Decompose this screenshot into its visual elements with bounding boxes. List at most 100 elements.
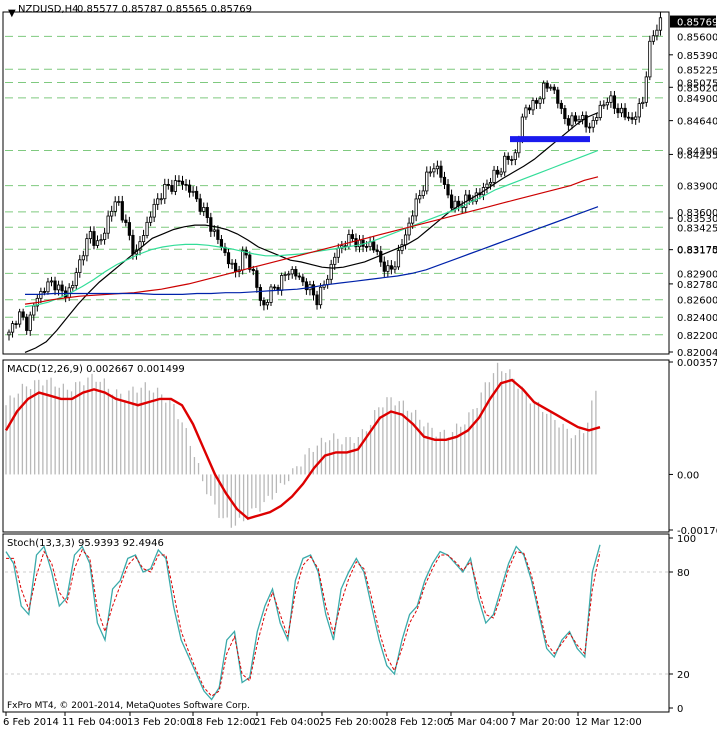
candle-body	[170, 185, 174, 192]
candle-body	[612, 95, 617, 109]
candle-body	[542, 82, 546, 100]
candle-body	[42, 291, 47, 293]
stoch-title: Stoch(13,3,3) 95.9393 92.4946	[7, 538, 164, 549]
candle-body	[333, 256, 337, 265]
candle-body	[602, 104, 606, 107]
price-tick-label: 0.84255	[677, 150, 717, 161]
candle-body	[10, 323, 15, 333]
candle-body	[25, 316, 29, 331]
candle-body	[648, 40, 652, 78]
candle-body	[7, 331, 11, 336]
candle-body	[117, 201, 121, 203]
candle-body	[113, 201, 117, 212]
stoch-tick-label: 20	[677, 670, 690, 681]
level-label: 0.82900	[677, 269, 717, 280]
candle-body	[110, 210, 114, 217]
header-arrow-icon[interactable]: ▼	[8, 8, 16, 19]
candle-body	[92, 231, 96, 246]
candle-body	[191, 190, 195, 193]
stoch-signal-line	[6, 548, 601, 697]
candle-body	[248, 254, 252, 270]
level-label: 0.84900	[677, 94, 717, 105]
candle-body	[605, 101, 609, 106]
candle-body	[637, 103, 641, 118]
stoch-tick-label: 0	[677, 704, 683, 715]
candle-body	[230, 262, 234, 265]
candle-body	[626, 116, 631, 119]
candle-body	[428, 171, 432, 174]
candle-body	[205, 207, 209, 219]
stoch-tick-label: 80	[677, 568, 690, 579]
candle-body	[634, 116, 638, 120]
candle-body	[315, 294, 319, 306]
time-tick-label: 7 Mar 20:00	[510, 717, 570, 728]
candle-body	[272, 286, 277, 289]
macd-signal-line	[4, 378, 601, 520]
candle-body	[18, 311, 22, 325]
candle-body	[573, 115, 578, 122]
candle-body	[372, 241, 376, 251]
candle-body	[166, 183, 170, 186]
candle-body	[379, 251, 383, 263]
candle-body	[552, 86, 556, 91]
stoch-main-line	[5, 544, 601, 701]
macd-title: MACD(12,26,9) 0.002667 0.001499	[7, 364, 185, 375]
level-label-bg	[670, 145, 716, 157]
current-price-label: 0.85769	[677, 18, 717, 29]
candle-body	[241, 249, 245, 271]
stoch-lines	[5, 544, 601, 701]
candle-body	[102, 232, 107, 240]
candle-body	[354, 238, 358, 248]
candle-body	[641, 101, 645, 104]
candle-body	[74, 272, 78, 286]
level-label: 0.85600	[677, 32, 717, 43]
level-label-bg	[670, 64, 716, 76]
candle-body	[609, 95, 613, 103]
candle-body	[442, 176, 447, 185]
candle-body	[304, 281, 309, 291]
footer-copyright: FxPro MT4, © 2001-2014, MetaQuotes Softw…	[7, 701, 250, 711]
macd-signal-line	[4, 378, 601, 520]
candle-body	[180, 180, 185, 185]
candle-body	[138, 241, 142, 251]
candle-body	[411, 215, 415, 224]
candle-body	[152, 203, 156, 218]
macd-axis: 0.003572 0.00 -0.001765	[669, 358, 717, 537]
price-panel[interactable]: 0.85600 0.85225 0.85075 0.84900 0.84300 0.839…	[2, 4, 717, 359]
candle-body	[485, 183, 489, 188]
price-tick-label: 0.82004	[677, 348, 717, 359]
macd-panel-frame	[2, 359, 670, 533]
price-tick-label: 0.83530	[677, 214, 717, 225]
level-label: 0.82600	[677, 296, 717, 307]
candle-body	[21, 311, 25, 318]
macd-panel[interactable]: 0.003572 0.00 -0.001765 MACD(12,26,9) 0.00…	[2, 358, 717, 537]
candle-body	[474, 192, 478, 202]
candle-body	[375, 249, 379, 252]
candle-body	[187, 184, 192, 193]
candle-body	[85, 238, 89, 257]
candle-body	[347, 234, 351, 247]
candle-body	[32, 305, 36, 316]
candle-body	[71, 285, 75, 289]
level-label: 0.84300	[677, 146, 717, 157]
candle-body	[513, 152, 517, 160]
moving-averages	[24, 112, 599, 353]
candle-body	[389, 265, 393, 270]
level-label-bg	[670, 180, 716, 192]
candle-body	[651, 35, 655, 42]
level-label: 0.83175	[677, 245, 717, 256]
candle-body	[156, 198, 160, 205]
candle-body	[655, 29, 659, 37]
candle-body	[435, 165, 440, 170]
candle-body	[195, 190, 199, 200]
stoch-panel[interactable]: 100 80 20 0 Stoch(13,3,3) 95.9393 92.4946 F…	[2, 533, 696, 715]
candle-body	[311, 284, 316, 296]
moving-average-line	[25, 206, 599, 295]
candle-body	[81, 255, 85, 261]
time-tick-label: 25 Feb 20:00	[319, 717, 385, 728]
candle-body	[414, 198, 418, 217]
candle-body	[209, 217, 213, 232]
candle-body	[432, 168, 436, 173]
candle-body	[566, 118, 571, 126]
